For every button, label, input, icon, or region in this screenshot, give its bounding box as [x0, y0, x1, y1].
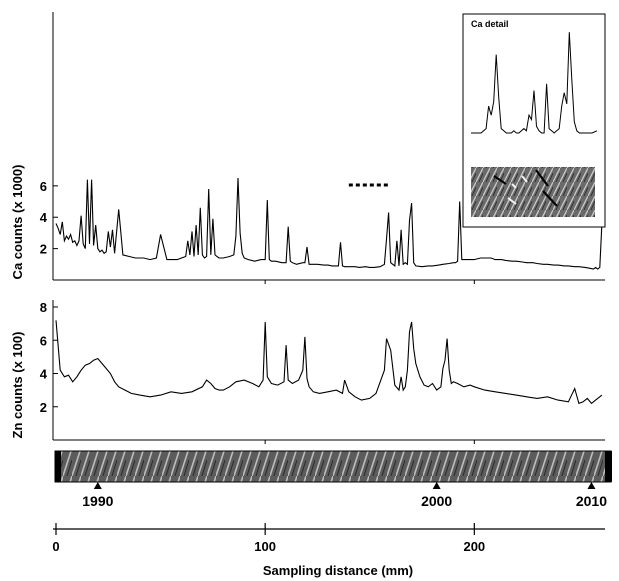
year-tick-label: 2000 [421, 493, 452, 509]
zn-y-tick-label: 4 [40, 367, 48, 382]
distance-tick-label: 0 [52, 539, 59, 554]
year-ticks: 1990 2000 2010 [82, 482, 607, 509]
ca-x-ticks [264, 280, 475, 284]
ca-y-ticks: 2 4 6 [40, 179, 58, 257]
ca-y-tick-label: 6 [40, 179, 47, 194]
inset-title: Ca detail [471, 19, 509, 29]
year-tick-label: 2010 [576, 493, 607, 509]
year-tick-marker [432, 482, 441, 489]
zn-y-tick-label: 2 [40, 400, 47, 415]
ca-detail-inset: Ca detail [462, 13, 606, 228]
year-tick-marker [93, 482, 102, 489]
distance-tick-label: 200 [463, 539, 485, 554]
core-strip-right-end [605, 451, 612, 482]
zn-y-ticks: 2 4 6 8 [40, 300, 58, 415]
year-tick-marker [587, 482, 596, 489]
distance-axis: 0 100 200 Sampling distance (mm) [52, 523, 605, 578]
distance-ticks: 0 100 200 [52, 523, 485, 554]
sediment-core-strip: 1990 2000 2010 [54, 450, 612, 509]
zn-x-ticks [264, 440, 475, 444]
inset-core-cracks [493, 169, 558, 207]
inset-series-line [471, 32, 598, 134]
inset-core-image [471, 167, 595, 217]
ca-y-tick-label: 4 [40, 210, 48, 225]
ca-y-axis-label: Ca counts (x 1000) [10, 165, 25, 280]
zn-y-axis-label: Zn counts (x 100) [10, 332, 25, 439]
ca-y-tick-label: 2 [40, 242, 47, 257]
year-tick-label: 1990 [82, 493, 113, 509]
inset-core-highlights [507, 175, 528, 205]
ca-panel: Ca counts (x 1000) 2 4 6 [10, 12, 605, 284]
zn-series-line [55, 320, 603, 405]
zn-y-tick-label: 8 [40, 300, 47, 315]
core-strip-image [54, 450, 612, 483]
ca-series-line [55, 177, 603, 270]
zn-panel: Zn counts (x 100) 2 4 6 8 [10, 300, 605, 444]
core-strip-left-end [55, 451, 61, 482]
zn-y-tick-label: 6 [40, 333, 47, 348]
distance-tick-label: 100 [254, 539, 276, 554]
distance-axis-label: Sampling distance (mm) [263, 563, 413, 578]
